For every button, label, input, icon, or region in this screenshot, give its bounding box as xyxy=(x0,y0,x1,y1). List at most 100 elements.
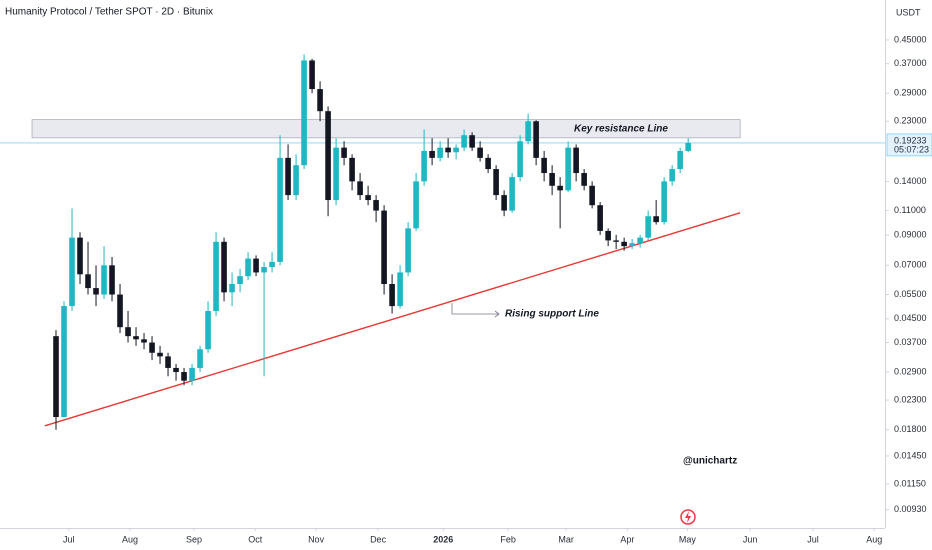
candle-body xyxy=(205,311,211,350)
candle-body xyxy=(101,265,107,295)
candle-body xyxy=(61,306,67,418)
candle-body xyxy=(469,135,475,148)
countdown: 05:07:23 xyxy=(894,144,929,154)
candle-body xyxy=(397,272,403,307)
candle-body xyxy=(309,60,315,90)
candle-body xyxy=(589,185,595,206)
candle-body xyxy=(213,241,219,312)
y-tick-label: 0.07000 xyxy=(894,260,927,270)
candle-body xyxy=(581,173,587,186)
candle-body xyxy=(269,261,275,268)
candle-body xyxy=(277,157,283,262)
y-tick-label: 0.05500 xyxy=(894,289,927,299)
candle-body xyxy=(381,210,387,284)
candle-body xyxy=(333,147,339,201)
candle-body xyxy=(429,150,435,158)
candle-body xyxy=(301,60,307,166)
candle-body xyxy=(341,147,347,158)
candle-body xyxy=(525,121,531,142)
candle-body xyxy=(69,237,75,307)
candle-body xyxy=(629,243,635,247)
candle-body xyxy=(541,157,547,174)
x-tick-label: Jul xyxy=(63,534,75,544)
y-tick-label: 0.14000 xyxy=(894,176,927,186)
y-tick-label: 0.03700 xyxy=(894,337,927,347)
candle-body xyxy=(197,349,203,368)
y-tick-label: 0.45000 xyxy=(894,34,927,44)
candle-body xyxy=(637,237,643,244)
candle-body xyxy=(533,121,539,158)
y-tick-label: 0.37000 xyxy=(894,58,927,68)
candle-body xyxy=(437,147,443,158)
x-tick-label: Dec xyxy=(370,534,387,544)
candle-body xyxy=(661,181,667,223)
candle-body xyxy=(445,147,451,153)
x-tick-label: Sep xyxy=(186,534,202,544)
candle-body xyxy=(549,173,555,186)
resistance-label: Key resistance Line xyxy=(574,123,668,134)
candle-body xyxy=(125,327,131,337)
watermark: @unichartz xyxy=(683,456,737,467)
candle-body xyxy=(389,283,395,307)
x-tick-label: Feb xyxy=(500,534,516,544)
candle-body xyxy=(253,258,259,273)
candle-body xyxy=(221,241,227,293)
candle-body xyxy=(685,142,691,151)
candle-body xyxy=(421,150,427,182)
candle-body xyxy=(317,89,323,112)
resistance-zone xyxy=(31,119,741,139)
candle-body xyxy=(517,141,523,178)
candle-body xyxy=(245,258,251,277)
y-tick-label: 0.09000 xyxy=(894,229,927,239)
x-tick-label: Aug xyxy=(122,534,138,544)
y-tick-label: 0.11000 xyxy=(894,205,926,215)
support-arrow xyxy=(451,303,500,318)
candle-body xyxy=(485,157,491,170)
candle-body xyxy=(133,336,139,340)
y-tick-label: 0.02300 xyxy=(894,394,927,404)
candle-body xyxy=(501,195,507,211)
x-tick-label: Nov xyxy=(308,534,325,544)
y-tick-label: 0.23000 xyxy=(894,116,927,126)
candle-body xyxy=(165,356,171,368)
last-price-box xyxy=(886,133,932,157)
x-tick-label: Jun xyxy=(743,534,758,544)
candle-body xyxy=(653,216,659,223)
candle-body xyxy=(117,294,123,328)
x-tick-label: Oct xyxy=(248,534,263,544)
y-tick-label: 0.29000 xyxy=(894,88,927,98)
candle-body xyxy=(677,150,683,170)
candle-body xyxy=(77,237,83,275)
y-tick-label: 0.01450 xyxy=(894,450,927,460)
candle-body xyxy=(509,177,515,211)
candle-body xyxy=(565,147,571,191)
y-tick-label: 0.01800 xyxy=(894,424,927,434)
candle-body xyxy=(365,195,371,201)
candle-body xyxy=(493,169,499,196)
chart-title: Humanity Protocol / Tether SPOT · 2D · B… xyxy=(5,7,213,18)
candle-body xyxy=(405,228,411,273)
x-tick-label: Jul xyxy=(807,534,819,544)
candle-body xyxy=(109,265,115,295)
y-tick-label: 0.00930 xyxy=(894,504,927,514)
x-tick-label: Apr xyxy=(620,534,634,544)
candle-body xyxy=(645,216,651,238)
x-tick-label: Mar xyxy=(558,534,574,544)
candle-body xyxy=(53,336,59,418)
candle-body xyxy=(621,241,627,247)
candle-body xyxy=(149,342,155,353)
candle-body xyxy=(357,181,363,196)
candle-body xyxy=(557,185,563,191)
candle-body xyxy=(229,283,235,293)
candle-body xyxy=(349,157,355,182)
last-price-label: 0.19233 xyxy=(894,135,927,145)
candle-body xyxy=(189,367,195,381)
candle-body xyxy=(237,276,243,284)
x-tick-label: 2026 xyxy=(433,534,453,544)
candle-body xyxy=(85,274,91,289)
candle-body xyxy=(373,200,379,211)
candle-body xyxy=(285,157,291,196)
x-tick-label: May xyxy=(679,534,697,544)
